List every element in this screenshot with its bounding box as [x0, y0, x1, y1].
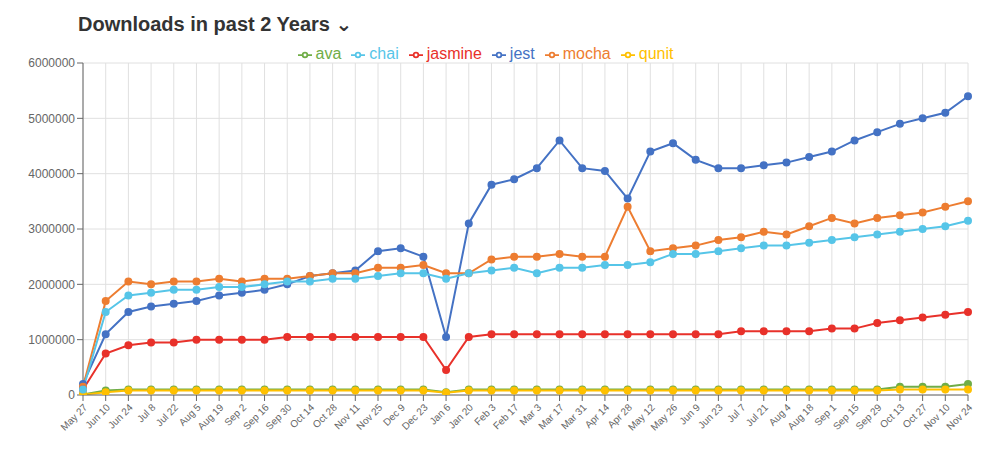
svg-text:Jun 23: Jun 23 — [696, 401, 725, 430]
svg-text:Nov 24: Nov 24 — [944, 401, 974, 431]
svg-text:1000000: 1000000 — [28, 333, 75, 347]
svg-text:Dec 9: Dec 9 — [380, 401, 408, 428]
svg-text:Aug 5: Aug 5 — [176, 401, 203, 428]
svg-text:Jul 8: Jul 8 — [134, 401, 158, 425]
svg-text:Oct 13: Oct 13 — [878, 401, 907, 430]
html-text:ava: ava — [315, 45, 342, 62]
html-text:mocha: mocha — [562, 45, 611, 62]
svg-text:Mar 17: Mar 17 — [536, 401, 566, 432]
html-text:Downloads in past 2 Years ⌄: Downloads in past 2 Years ⌄ — [78, 13, 353, 35]
svg-text:Mar 31: Mar 31 — [559, 401, 589, 431]
svg-text:Jan 6: Jan 6 — [427, 401, 453, 427]
svg-text:May 27: May 27 — [58, 401, 89, 432]
svg-text:4000000: 4000000 — [28, 167, 75, 181]
svg-text:Sep 16: Sep 16 — [240, 401, 271, 432]
svg-text:Mar 3: Mar 3 — [517, 401, 544, 428]
svg-text:Oct 14: Oct 14 — [288, 401, 317, 430]
svg-text:Aug 19: Aug 19 — [195, 401, 225, 431]
svg-text:Sep 1: Sep 1 — [812, 401, 839, 428]
svg-text:Sep 2: Sep 2 — [222, 401, 249, 428]
svg-text:Oct 28: Oct 28 — [310, 401, 340, 431]
svg-text:Jun 24: Jun 24 — [106, 401, 135, 430]
svg-text:Jun 10: Jun 10 — [83, 401, 113, 431]
html-text:jest: jest — [509, 45, 535, 62]
html-text:qunit: qunit — [638, 45, 674, 62]
svg-text:Apr 14: Apr 14 — [583, 401, 612, 430]
svg-text:Jul 22: Jul 22 — [154, 401, 181, 428]
svg-text:0: 0 — [68, 388, 75, 402]
svg-text:Oct 27: Oct 27 — [900, 401, 930, 431]
svg-text:Apr 28: Apr 28 — [605, 401, 635, 431]
svg-text:Dec 23: Dec 23 — [400, 401, 430, 431]
svg-text:Sep 15: Sep 15 — [830, 401, 861, 432]
svg-text:3000000: 3000000 — [28, 222, 75, 236]
svg-text:Jan 20: Jan 20 — [446, 401, 475, 430]
svg-text:Nov 25: Nov 25 — [354, 401, 384, 431]
svg-text:Jul 21: Jul 21 — [744, 401, 771, 428]
html-text:jasmine: jasmine — [426, 45, 482, 62]
svg-text:Jun 9: Jun 9 — [677, 401, 703, 427]
svg-text:Jul 7: Jul 7 — [724, 401, 748, 425]
svg-text:May 12: May 12 — [625, 401, 657, 433]
svg-text:Feb 17: Feb 17 — [491, 401, 521, 431]
svg-text:Nov 10: Nov 10 — [921, 401, 952, 432]
svg-text:Aug 4: Aug 4 — [766, 401, 793, 428]
svg-text:5000000: 5000000 — [28, 112, 75, 126]
svg-text:6000000: 6000000 — [28, 56, 75, 70]
svg-text:Sep 29: Sep 29 — [853, 401, 883, 431]
svg-text:Sep 30: Sep 30 — [263, 401, 293, 431]
html-text:chai: chai — [369, 45, 399, 62]
svg-text:Aug 18: Aug 18 — [785, 401, 815, 431]
svg-text:Nov 11: Nov 11 — [332, 401, 362, 432]
svg-text:Feb 3: Feb 3 — [472, 401, 498, 428]
svg-text:May 26: May 26 — [648, 401, 679, 432]
svg-text:2000000: 2000000 — [28, 278, 75, 292]
